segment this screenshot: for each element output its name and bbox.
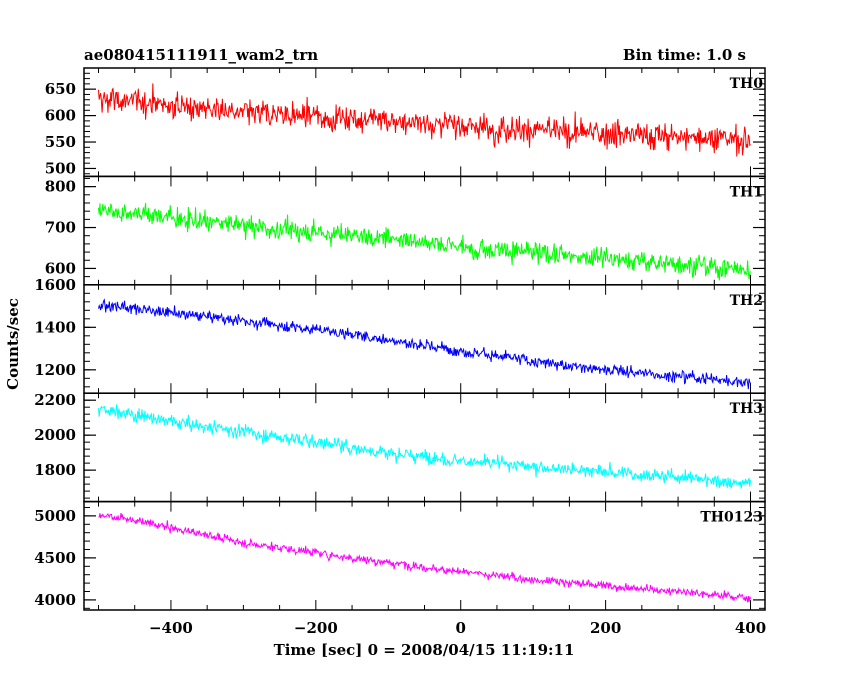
x-tick-label: −400 — [149, 619, 193, 637]
y-tick-label: 700 — [45, 219, 76, 237]
y-tick-label: 500 — [45, 159, 76, 177]
bin-time-label: Bin time: 1.0 s — [623, 46, 746, 64]
panel-th3: 1800 2000 2200 TH3 — [34, 391, 766, 503]
panel-frame — [83, 175, 766, 286]
y-tick-label: 4000 — [34, 591, 76, 609]
y-tick-label: 1400 — [34, 318, 76, 336]
series-line-th2 — [98, 298, 751, 390]
x-tick-label: 200 — [590, 619, 621, 637]
y-axis-label: Counts/sec — [4, 298, 22, 390]
panels-group: 500 550 600 650 TH0 600 700 800 TH1 1200 1400 1600 T… — [34, 67, 766, 611]
panel-label-th0: TH0 — [730, 76, 764, 92]
panel-label-th0123: TH0123 — [700, 510, 763, 526]
y-tick-label: 5000 — [34, 507, 76, 525]
panel-th0: 500 550 600 650 TH0 — [45, 67, 766, 177]
panel-label-th3: TH3 — [730, 401, 763, 417]
series-line-th3 — [97, 404, 752, 489]
panel-th1: 600 700 800 TH1 — [45, 175, 766, 286]
y-tick-label: 550 — [45, 133, 76, 151]
y-tick-label: 2200 — [34, 391, 76, 409]
panel-th0123: 4000 4500 5000 TH0123 — [34, 500, 766, 611]
chart-title: ae080415111911_wam2_trn — [84, 46, 318, 64]
panel-frame — [83, 284, 766, 394]
y-tick-label: 4500 — [34, 549, 76, 567]
panel-label-th1: TH1 — [730, 184, 763, 200]
y-tick-label: 1200 — [34, 361, 76, 379]
y-tick-label: 1800 — [34, 461, 76, 479]
x-axis: −400 −200 0 200 400 — [149, 619, 766, 637]
panel-label-th2: TH2 — [730, 293, 763, 309]
panel-frame — [83, 392, 766, 503]
y-tick-label: 650 — [45, 80, 76, 98]
y-tick-label: 800 — [45, 178, 76, 196]
series-line-th1 — [97, 202, 751, 281]
y-tick-label: 2000 — [34, 426, 76, 444]
panel-th2: 1200 1400 1600 TH2 — [34, 276, 766, 394]
y-tick-label: 1600 — [34, 276, 76, 294]
x-axis-label: Time [sec] 0 = 2008/04/15 11:19:11 — [274, 641, 575, 659]
series-line-th0123 — [98, 512, 751, 603]
x-tick-label: 0 — [456, 619, 466, 637]
y-tick-label: 600 — [45, 259, 76, 277]
panel-frame — [83, 500, 766, 611]
y-tick-label: 600 — [45, 107, 76, 125]
x-tick-label: −200 — [294, 619, 338, 637]
x-tick-label: 400 — [735, 619, 766, 637]
series-line-th0 — [97, 83, 751, 157]
